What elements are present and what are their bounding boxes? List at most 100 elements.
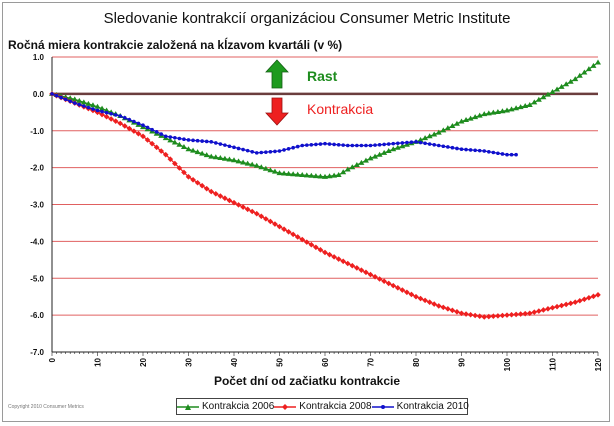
- series-1-marker-29: [181, 169, 187, 176]
- series-0-marker-39: [226, 156, 233, 162]
- series-1-marker-57: [308, 241, 315, 248]
- series-2-marker-102: [514, 152, 518, 157]
- series-1-marker-46: [258, 213, 265, 220]
- series-line-1: [51, 93, 599, 318]
- series-1-marker-116: [577, 297, 583, 304]
- series-1-marker-22: [149, 140, 155, 147]
- series-2-marker-65: [345, 143, 350, 148]
- annotation-rast: Rast: [307, 68, 338, 84]
- series-0-marker-4: [67, 95, 74, 101]
- series-2-marker-19: [136, 121, 141, 126]
- series-1-marker-91: [463, 311, 469, 317]
- series-2-marker-31: [191, 138, 195, 143]
- series-0-marker-113: [563, 81, 570, 87]
- series-1-marker-40: [231, 199, 237, 206]
- series-0-marker-75: [390, 146, 397, 152]
- x-tick-label-6: 60: [321, 357, 330, 366]
- series-2-marker-78: [405, 140, 409, 145]
- series-2-marker-14: [113, 113, 118, 117]
- x-tick-label-1: 10: [94, 357, 103, 366]
- x-tick-label-3: 30: [185, 357, 194, 366]
- series-1-marker-80: [413, 293, 419, 300]
- series-0-marker-59: [317, 173, 324, 179]
- series-1-marker-27: [172, 160, 178, 167]
- series-2-marker-60: [323, 141, 327, 146]
- series-0-marker-52: [285, 170, 292, 176]
- series-2-marker-0: [50, 92, 54, 96]
- series-1-marker-83: [426, 299, 433, 306]
- legend-swatch-2008: [274, 403, 297, 410]
- series-1-marker-59: [317, 247, 324, 253]
- series-2-marker-24: [159, 132, 163, 136]
- series-1-marker-93: [472, 312, 478, 319]
- series-1-marker-111: [554, 303, 560, 310]
- x-tick-label-0: 0: [48, 357, 57, 362]
- series-0-marker-56: [303, 172, 310, 178]
- series-1-marker-63: [335, 256, 342, 262]
- series-2-marker-100: [505, 152, 509, 157]
- series-1-marker-67: [354, 265, 360, 271]
- series-1-marker-92: [467, 311, 474, 318]
- series-1-marker-88: [449, 307, 456, 314]
- series-1-marker-16: [122, 123, 128, 129]
- series-0-marker-77: [399, 143, 406, 149]
- series-2-marker-22: [150, 127, 154, 132]
- series-0-marker-112: [558, 83, 565, 89]
- series-1-marker-74: [385, 280, 392, 287]
- x-tick-label-2: 20: [139, 357, 148, 366]
- series-2-marker-58: [314, 142, 318, 147]
- series-1-marker-36: [213, 191, 219, 197]
- series-1-marker-64: [340, 258, 346, 265]
- series-0-marker-97: [490, 109, 497, 115]
- series-2-marker-82: [423, 141, 427, 146]
- series-2-marker-25: [163, 134, 168, 139]
- series-0-marker-116: [576, 72, 583, 78]
- series-0-marker-109: [544, 91, 551, 97]
- series-2-marker-32: [195, 138, 200, 143]
- y-tick-label-7: -6.0: [30, 311, 44, 320]
- series-0-marker-65: [344, 166, 351, 172]
- series-0-marker-96: [485, 110, 492, 116]
- series-0-marker-86: [440, 127, 447, 133]
- series-0-marker-49: [271, 168, 278, 174]
- series-1-marker-15: [117, 120, 124, 127]
- series-0-marker-38: [221, 155, 228, 161]
- series-0-marker-68: [358, 159, 365, 165]
- series-2-marker-49: [273, 149, 277, 154]
- series-1-marker-51: [281, 226, 287, 233]
- series-0-marker-50: [276, 170, 283, 176]
- series-0-marker-45: [253, 162, 260, 168]
- series-1-marker-66: [349, 262, 356, 269]
- series-1-marker-26: [167, 156, 174, 162]
- series-1-marker-118: [586, 294, 592, 301]
- series-1-marker-39: [226, 197, 233, 204]
- series-1-marker-76: [395, 285, 401, 291]
- series-1-marker-94: [476, 313, 483, 320]
- series-0-marker-33: [199, 150, 206, 156]
- x-tick-label-9: 90: [458, 357, 467, 366]
- series-2-marker-50: [277, 149, 282, 153]
- series-2-marker-55: [300, 143, 305, 148]
- series-0-marker-12: [103, 107, 110, 113]
- series-0-marker-31: [190, 147, 197, 153]
- series-2-marker-38: [223, 143, 227, 147]
- series-1-marker-81: [417, 295, 424, 302]
- series-0-marker-43: [244, 160, 251, 166]
- series-1-marker-21: [144, 137, 151, 143]
- series-0-marker-90: [458, 118, 465, 124]
- legend-swatch-2006: [177, 403, 199, 410]
- series-2-marker-101: [509, 152, 514, 157]
- series-0-marker-58: [312, 173, 319, 179]
- series-1-marker-89: [454, 309, 460, 315]
- series-0-marker-46: [258, 164, 265, 170]
- x-tick-label-5: 50: [276, 357, 285, 366]
- series-line-2: [51, 93, 517, 156]
- x-tick-label-11: 110: [549, 357, 558, 370]
- series-0-marker-55: [299, 172, 306, 177]
- series-2-marker-27: [173, 135, 177, 140]
- series-1-marker-17: [126, 125, 133, 132]
- series-0-marker-28: [176, 141, 183, 147]
- series-1-marker-82: [422, 297, 428, 304]
- series-1-marker-96: [486, 313, 492, 320]
